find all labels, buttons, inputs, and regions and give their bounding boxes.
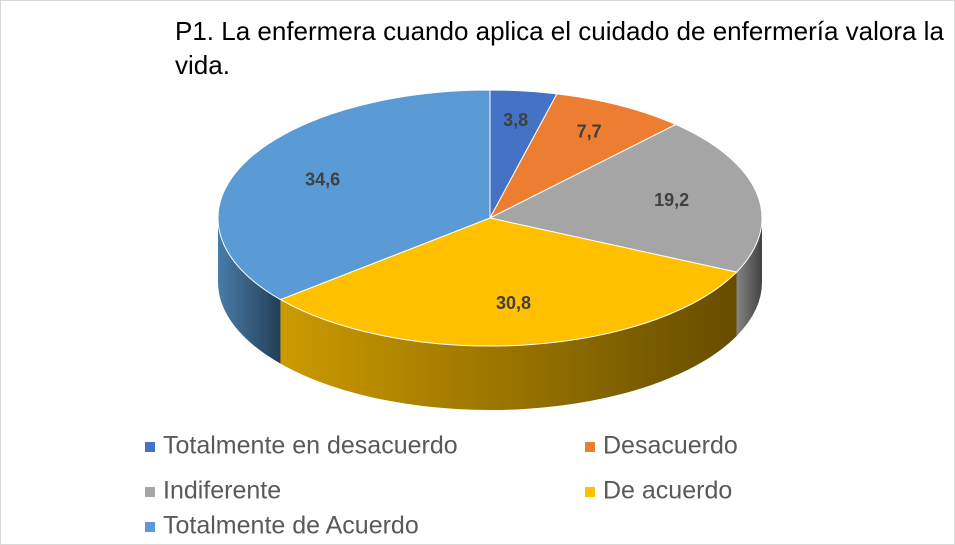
data-label: 7,7 — [577, 121, 602, 141]
legend-swatch — [145, 522, 155, 532]
legend-label: Totalmente en desacuerdo — [163, 432, 458, 460]
legend-label: Totalmente de Acuerdo — [163, 512, 419, 540]
data-label: 30,8 — [496, 293, 531, 313]
pie-slice — [279, 217, 738, 347]
legend-label: De acuerdo — [603, 477, 732, 505]
legend-label: Desacuerdo — [603, 432, 738, 460]
pie-slice — [488, 93, 677, 220]
pie-side — [280, 272, 737, 410]
legend-swatch — [585, 487, 595, 497]
legend-swatch — [145, 487, 155, 497]
pie-slice — [488, 123, 763, 273]
legend-swatch — [585, 442, 595, 452]
pie-side — [736, 218, 762, 337]
data-label: 3,8 — [503, 110, 528, 130]
data-label: 34,6 — [305, 170, 340, 190]
data-label: 19,2 — [654, 190, 689, 210]
pie-side — [218, 218, 281, 364]
legend-swatch — [145, 442, 155, 452]
chart-title: P1. La enfermera cuando aplica el cuidad… — [175, 16, 944, 80]
pie-slice — [217, 89, 491, 301]
legend-label: Indiferente — [163, 477, 281, 505]
